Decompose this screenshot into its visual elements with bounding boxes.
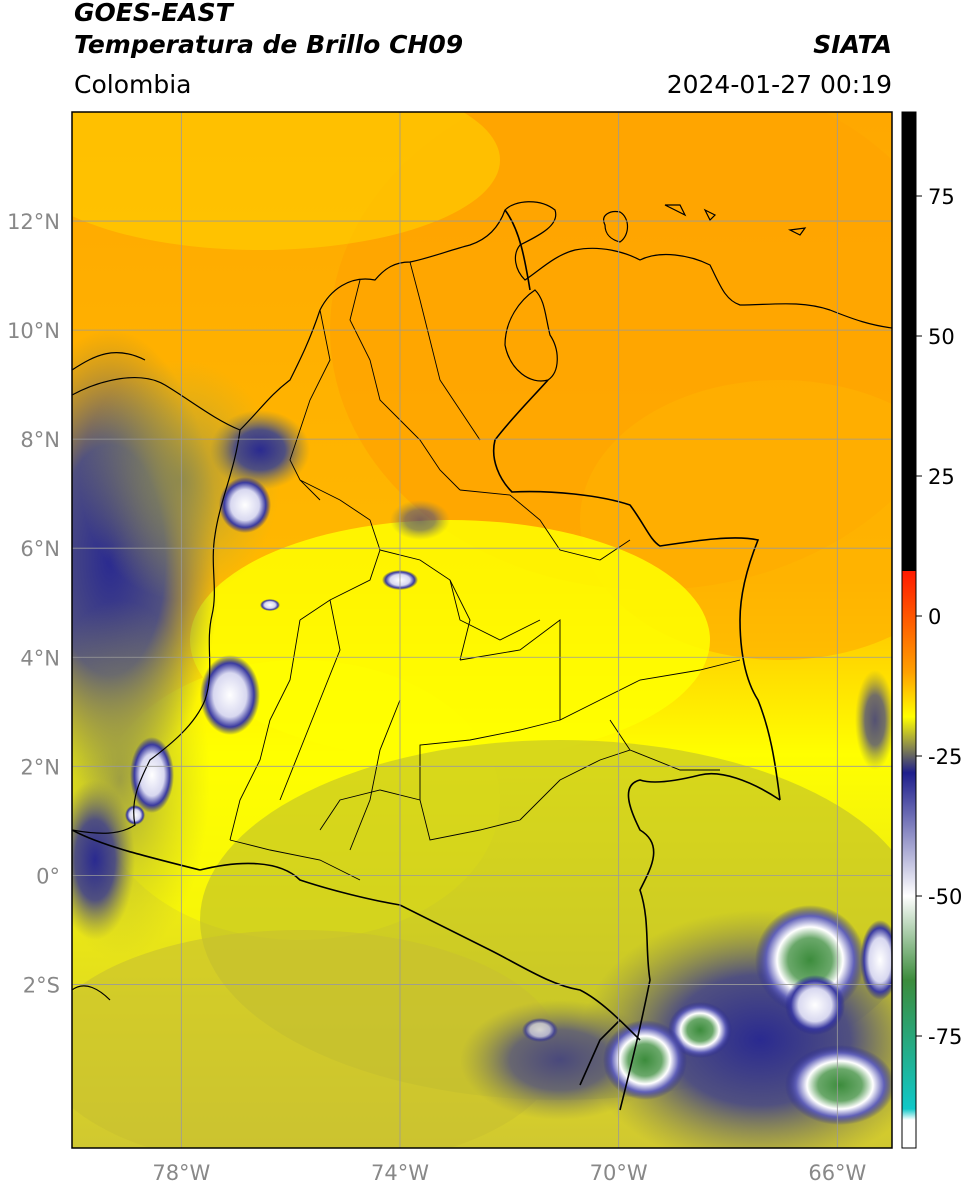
colorbar-tick-label: 50 <box>928 325 955 349</box>
colorbar-fill <box>902 112 916 1148</box>
colorbar-tick-label: 0 <box>928 605 941 629</box>
colorbar-tick-label: 75 <box>928 185 955 209</box>
lat-label: 6°N <box>20 537 60 561</box>
lat-label: 0° <box>36 864 60 888</box>
colorbar-tick-label: 25 <box>928 465 955 489</box>
lat-label: 12°N <box>7 210 60 234</box>
lat-label: 10°N <box>7 319 60 343</box>
lat-label: 4°N <box>20 646 60 670</box>
lat-label: 2°S <box>23 973 60 997</box>
colorbar-ticks: 75 50 25 0 -25 -50 -75 <box>916 185 962 1049</box>
lon-label: 66°W <box>808 1161 866 1185</box>
lat-label: 8°N <box>20 428 60 452</box>
lon-label: 78°W <box>152 1161 210 1185</box>
colorbar-tick-label: -75 <box>928 1025 962 1049</box>
lat-label: 2°N <box>20 755 60 779</box>
colorbar <box>902 112 916 1148</box>
lon-label: 70°W <box>590 1161 648 1185</box>
lon-label: 74°W <box>371 1161 429 1185</box>
longitude-labels: 78°W 74°W 70°W 66°W <box>152 1161 866 1185</box>
temperature-field <box>0 70 966 1170</box>
colorbar-tick-label: -25 <box>928 745 962 769</box>
latitude-labels: 12°N 10°N 8°N 6°N 4°N 2°N 0° 2°S <box>7 210 60 997</box>
colorbar-tick-label: -50 <box>928 885 962 909</box>
